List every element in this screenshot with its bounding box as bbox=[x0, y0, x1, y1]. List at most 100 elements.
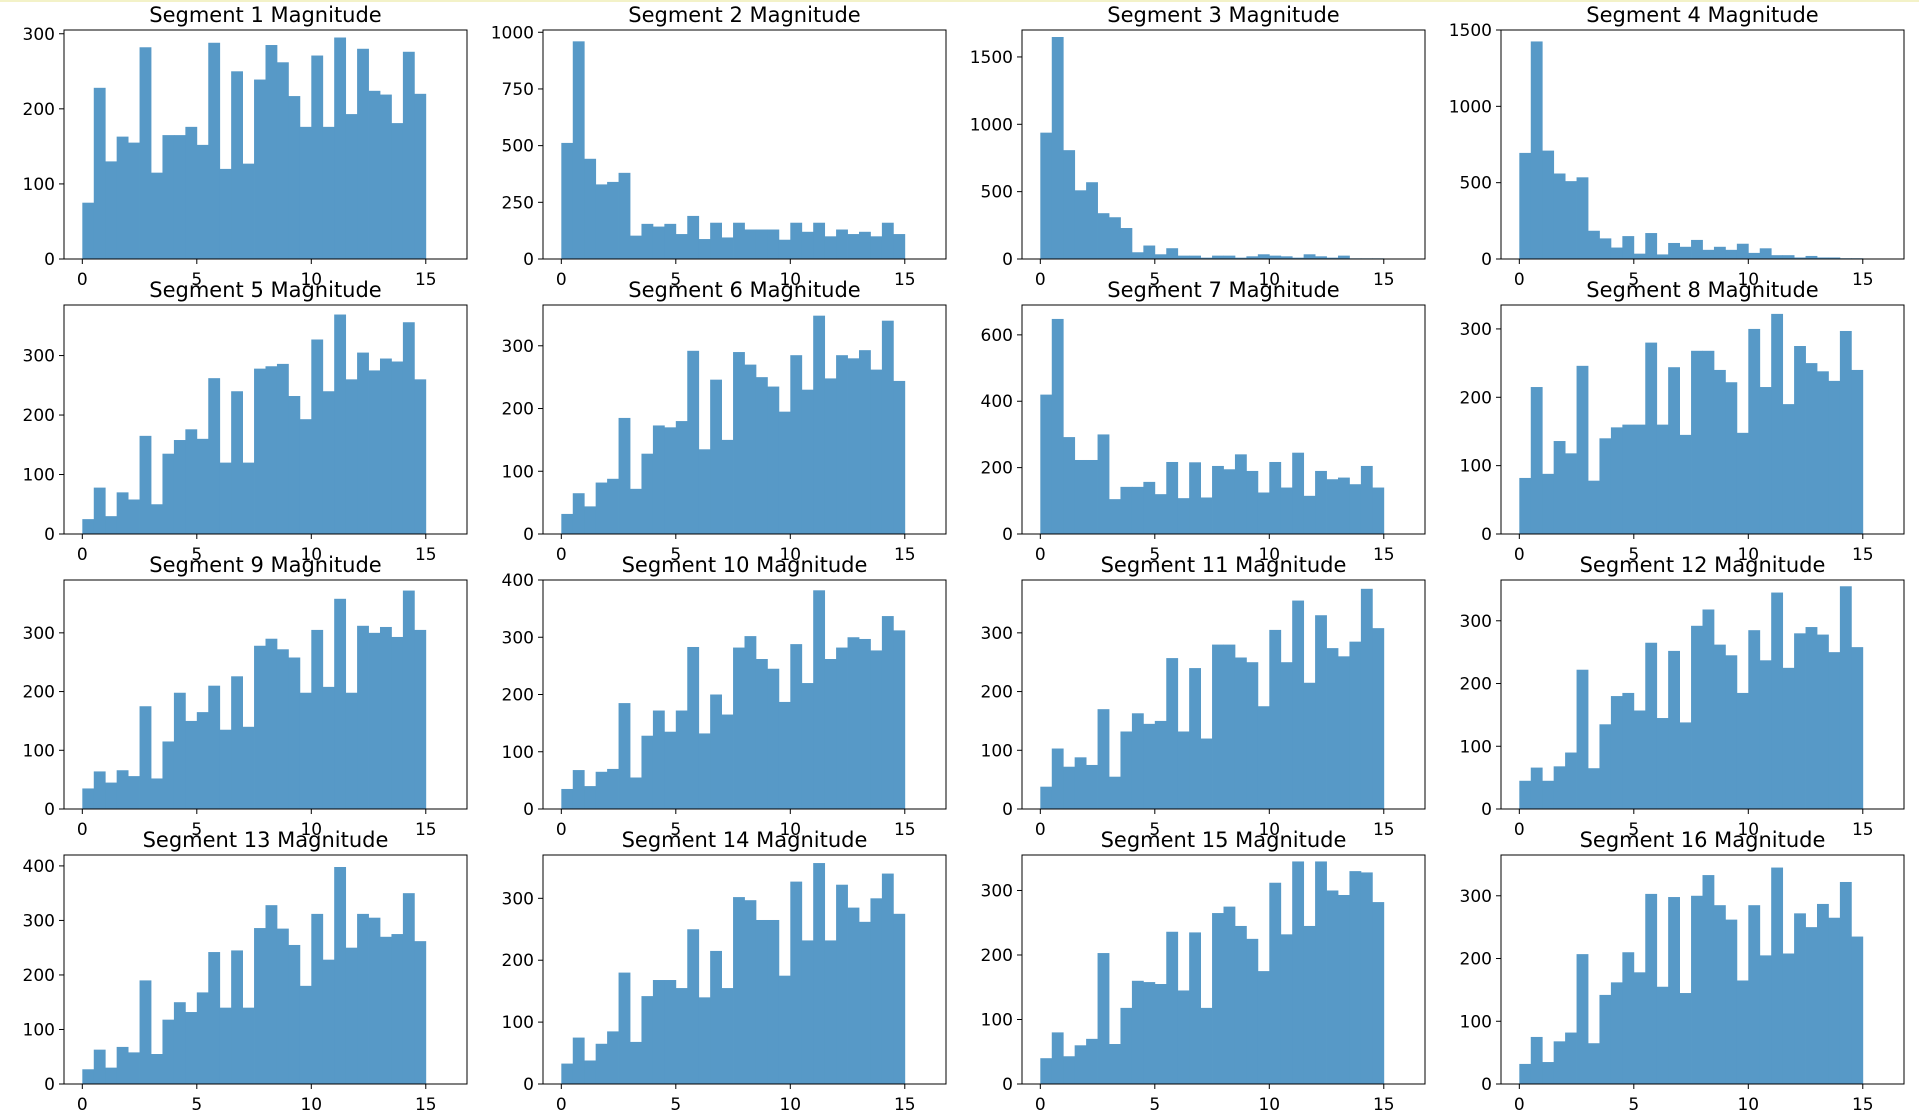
histogram-bar bbox=[881, 873, 894, 1084]
histogram-bar bbox=[1828, 917, 1841, 1084]
histogram-bar bbox=[721, 988, 734, 1084]
y-tick-label: 0 bbox=[1002, 250, 1013, 270]
histogram-bar bbox=[254, 79, 266, 259]
histogram-bar bbox=[288, 396, 301, 534]
histogram-bar bbox=[1553, 1041, 1566, 1084]
y-tick-label: 0 bbox=[523, 1075, 534, 1095]
histogram-bar bbox=[1805, 627, 1818, 809]
histogram-bar bbox=[1565, 1032, 1577, 1084]
histogram-bar bbox=[664, 223, 677, 259]
y-tick-label: 400 bbox=[23, 857, 55, 877]
histogram-bar bbox=[231, 676, 243, 809]
histogram-bar bbox=[334, 867, 347, 1084]
y-tick-label: 300 bbox=[23, 624, 55, 644]
y-tick-label: 0 bbox=[44, 250, 55, 270]
histogram-bar bbox=[744, 900, 757, 1084]
histogram-bar bbox=[288, 96, 301, 259]
histogram-bar bbox=[1576, 669, 1589, 809]
histogram-bar bbox=[1326, 257, 1339, 259]
histogram-bar bbox=[402, 590, 415, 809]
histogram-bar bbox=[231, 950, 243, 1084]
histogram-bar bbox=[1051, 37, 1064, 259]
histogram-bar bbox=[1212, 913, 1224, 1084]
histogram-bar bbox=[139, 435, 152, 534]
histogram-bar bbox=[607, 181, 619, 259]
histogram-bar bbox=[276, 649, 289, 809]
histogram-bar bbox=[1656, 986, 1669, 1084]
histogram-bar bbox=[618, 972, 631, 1084]
x-tick-label: 5 bbox=[1628, 820, 1639, 840]
histogram-bar bbox=[607, 768, 619, 809]
histogram-bar bbox=[1588, 1043, 1600, 1084]
histogram-bar bbox=[1040, 394, 1053, 534]
histogram-bar bbox=[1269, 461, 1282, 534]
histogram-bar bbox=[664, 980, 677, 1084]
histogram-bar bbox=[652, 710, 665, 809]
y-tick-label: 0 bbox=[1481, 800, 1492, 820]
histogram-bar bbox=[1326, 479, 1339, 534]
histogram-bar bbox=[572, 493, 585, 534]
histogram-bar bbox=[687, 215, 700, 259]
histogram-bar bbox=[881, 222, 894, 259]
histogram-bar bbox=[813, 315, 826, 534]
x-tick-label: 15 bbox=[415, 270, 437, 290]
y-tick-label: 100 bbox=[981, 741, 1013, 761]
histogram-bar bbox=[368, 917, 381, 1084]
histogram-bar bbox=[1759, 955, 1772, 1084]
histogram-bar bbox=[1212, 255, 1224, 259]
histogram-bar bbox=[1713, 369, 1726, 534]
histogram-bar bbox=[1280, 934, 1293, 1084]
histogram-bar bbox=[836, 229, 848, 259]
histogram-bar bbox=[721, 714, 734, 809]
histogram-bar bbox=[1576, 365, 1589, 534]
histogram-bar bbox=[357, 913, 369, 1084]
histogram-bar bbox=[128, 499, 140, 534]
x-tick-label: 0 bbox=[556, 270, 567, 290]
histogram-bar bbox=[173, 440, 186, 534]
histogram-bar bbox=[1349, 871, 1362, 1084]
histogram-bar bbox=[630, 235, 642, 259]
histogram-bar bbox=[105, 516, 118, 534]
y-tick-label: 0 bbox=[523, 800, 534, 820]
histogram-bar bbox=[1337, 255, 1350, 259]
histogram-bar bbox=[836, 884, 848, 1084]
histogram-bar bbox=[1633, 253, 1646, 259]
axes-frame bbox=[1021, 29, 1426, 260]
subplot-title: Segment 2 Magnitude bbox=[628, 3, 860, 27]
axes-frame bbox=[1021, 854, 1426, 1085]
histogram-bar bbox=[299, 126, 312, 259]
histogram-bar bbox=[1177, 255, 1190, 259]
y-tick-label: 200 bbox=[981, 459, 1013, 479]
subplot-10: 0 100 200 300 400 0 5 10 15 Segment 10 Magnitude bbox=[502, 553, 947, 840]
histogram-bar bbox=[1154, 494, 1167, 534]
histogram-bar bbox=[1530, 41, 1543, 260]
histogram-bar bbox=[288, 657, 301, 809]
histogram-bar bbox=[561, 142, 574, 259]
histogram-bar bbox=[402, 893, 415, 1084]
histogram-bar bbox=[1189, 932, 1201, 1084]
histogram-bar bbox=[767, 919, 780, 1084]
histogram-bar bbox=[1668, 242, 1680, 259]
histogram-bar bbox=[1713, 246, 1726, 259]
histogram-bar bbox=[1645, 893, 1658, 1084]
histogram-bar bbox=[276, 363, 289, 534]
histogram-bar bbox=[139, 980, 152, 1084]
histogram-bar bbox=[1588, 480, 1600, 534]
histogram-bar bbox=[1679, 434, 1692, 534]
subplot-title: Segment 12 Magnitude bbox=[1580, 553, 1826, 577]
y-tick-label: 300 bbox=[1460, 887, 1492, 907]
histogram-bar bbox=[82, 1069, 95, 1084]
histogram-bar bbox=[630, 1041, 642, 1084]
histogram-bar bbox=[1599, 724, 1612, 809]
histogram-bar bbox=[1109, 499, 1121, 534]
y-tick-label: 200 bbox=[1460, 950, 1492, 970]
histogram-bar bbox=[1622, 952, 1635, 1084]
histogram-bar bbox=[1177, 731, 1190, 809]
subplot-7: 0 200 400 600 0 5 10 15 Segment 7 Magnitude bbox=[981, 278, 1426, 565]
histogram-bar bbox=[1771, 255, 1784, 259]
y-tick-label: 0 bbox=[1002, 525, 1013, 545]
histogram-bar bbox=[584, 1060, 597, 1084]
y-tick-label: 0 bbox=[44, 800, 55, 820]
histogram-bar bbox=[196, 438, 209, 534]
histogram-bar bbox=[391, 934, 404, 1084]
